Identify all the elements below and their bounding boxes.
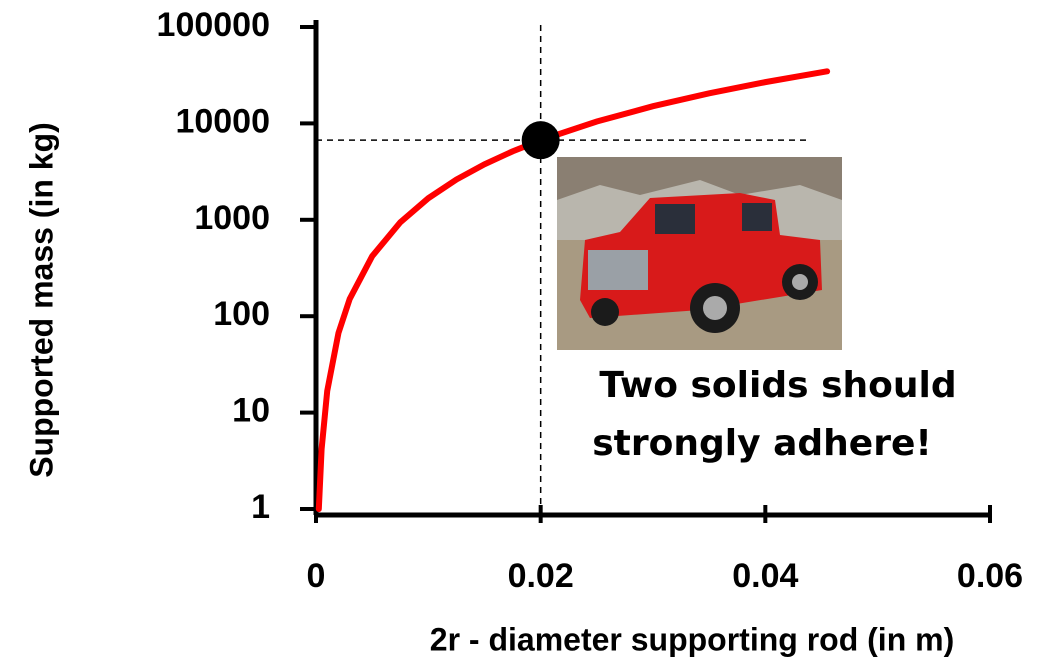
truck-photo [557, 157, 842, 350]
y-axis-title: Supported mass (in kg) [23, 122, 59, 478]
y-tick-label: 100 [213, 295, 270, 333]
annotation: Two solids should [599, 365, 956, 406]
x-tick-label: 0.04 [732, 557, 798, 595]
x-axis-title: 2r - diameter supporting rod (in m) [430, 621, 954, 657]
x-tick-label: 0.02 [508, 557, 574, 595]
y-tick-label: 1000 [194, 199, 270, 237]
y-tick-label: 10 [232, 392, 270, 430]
x-tick-label: 0.06 [957, 557, 1023, 595]
point-marker [522, 121, 560, 159]
y-tick-label: 1 [251, 488, 270, 526]
y-tick-label: 10000 [175, 102, 270, 140]
annotation: strongly adhere! [592, 423, 932, 464]
x-tick-label: 0 [307, 557, 326, 595]
chart: Supported mass (in kg) 2r - diameter sup… [0, 0, 1061, 671]
y-tick-label: 100000 [157, 6, 270, 44]
